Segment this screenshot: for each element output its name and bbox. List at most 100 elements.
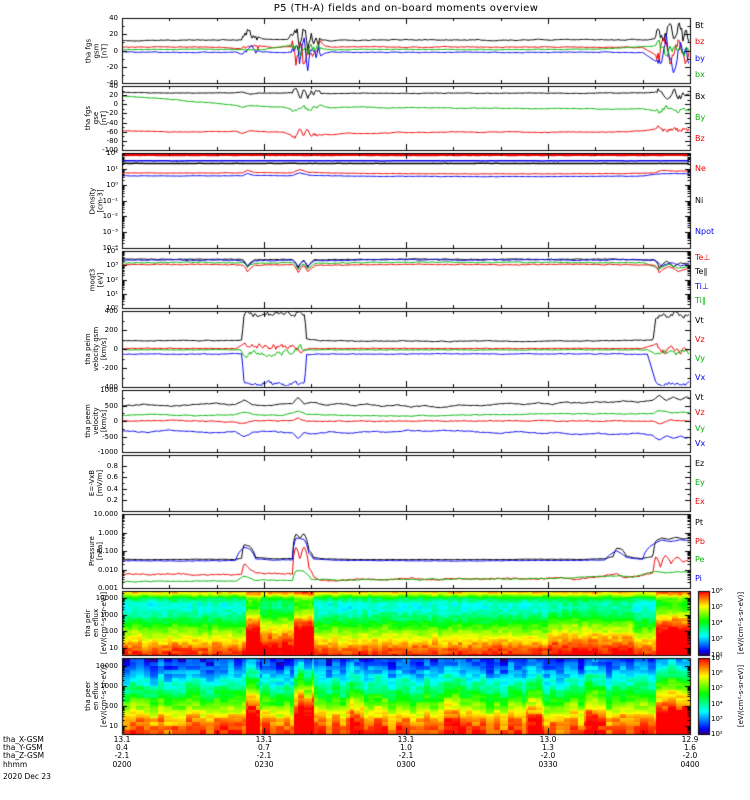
ytick-label: 0 <box>113 417 118 425</box>
colorbar-tick-label: 10⁵ <box>711 684 723 693</box>
colorbar-tick-label: 10⁶ <box>711 669 723 678</box>
colorbar-title: [eV/(cm²-s-sr-eV)] <box>737 664 745 728</box>
legend-label: bz <box>695 37 705 47</box>
ytick-label: 100 <box>104 627 118 636</box>
colorbar-tick-label: 10⁶ <box>711 587 723 595</box>
time-tick-label: 0400 <box>680 760 700 769</box>
legend-label: Bx <box>695 91 706 101</box>
ytick-label: 20 <box>109 91 118 100</box>
ytick-label: 10¹ <box>106 164 118 173</box>
panel-ylabel: E=-VxB [mV/m] <box>88 469 104 497</box>
position-value: -2.1 <box>256 751 272 760</box>
position-value: 13.1 <box>113 735 131 744</box>
panel-ylabel: Density [cm-3] <box>88 187 104 214</box>
ytick-label: -500 <box>102 432 118 441</box>
ytick-label: -20 <box>106 62 118 71</box>
time-tick-label: 0300 <box>396 760 416 769</box>
colorbar-tick-label: 10² <box>711 730 723 738</box>
ytick-label: 0.100 <box>97 547 118 555</box>
ytick-label: -60 <box>106 127 118 136</box>
time-tick-label: 0330 <box>538 760 558 769</box>
colorbar-tick-label: 10⁷ <box>711 654 723 662</box>
ytick-label: 0 <box>113 345 118 353</box>
ytick-label: 40 <box>109 82 118 90</box>
legend-label: Vt <box>695 315 704 325</box>
panel-ylabel: tha peem velocity [km/s] <box>84 404 108 438</box>
legend-label: Ti⊥ <box>695 281 709 291</box>
legend-label: Ex <box>695 496 705 506</box>
position-row-label: tha_Z-GSM <box>3 751 45 760</box>
colorbar-tick-label: 10⁴ <box>711 619 723 627</box>
ytick-label: 1000 <box>100 610 118 619</box>
ytick-label: 500 <box>104 401 118 410</box>
position-row-label: tha_Y-GSM <box>3 743 43 752</box>
ytick-label: 10¹ <box>106 289 118 298</box>
panel-ylabel: tha fgs gse [nT] <box>84 105 108 131</box>
legend-label: Ez <box>695 459 705 469</box>
ytick-label: 20 <box>109 30 118 39</box>
colorbar-tick-label: 10² <box>711 651 723 659</box>
ytick-label: 0.2 <box>106 495 118 504</box>
legend-label: Pt <box>695 518 703 528</box>
colorbar-tick-label: 10³ <box>711 714 723 723</box>
ytick-label: 10⁰ <box>106 304 118 312</box>
ytick-label: 10⁴ <box>106 247 118 255</box>
ytick-label: 1000 <box>100 386 118 394</box>
panel-ylabel: tha fgs gsm [nT] <box>84 38 108 63</box>
ytick-label: 10 <box>109 644 118 653</box>
colorbar-tick-label: 10⁴ <box>711 699 723 708</box>
ytick-label: 0.6 <box>106 473 118 482</box>
ytick-label: 400 <box>104 307 118 315</box>
position-value: -2.1 <box>398 751 414 760</box>
legend-label: Ey <box>695 478 705 487</box>
ytick-label: 0.001 <box>97 584 118 592</box>
ytick-label: 10² <box>106 149 118 157</box>
legend-label: Pi <box>695 573 702 583</box>
legend-label: Ne <box>695 163 706 173</box>
colorbar-title: [eV/(cm²-s-sr-eV)] <box>737 591 745 655</box>
ytick-label: 10000 <box>95 661 118 670</box>
legend-label: Bt <box>695 21 704 31</box>
legend-label: by <box>695 53 705 63</box>
ytick-label: -40 <box>106 79 118 87</box>
ytick-label: 40 <box>109 14 118 22</box>
legend-label: Ti∥ <box>695 295 706 305</box>
ytick-label: 10⁻⁴ <box>102 244 118 252</box>
colorbar-tick-label: 10⁵ <box>711 603 723 611</box>
panel-ylabel: tha peer en eflux [eV/(cm²-s-sr-eV)] <box>84 664 108 728</box>
panel-ylabel: tha peir en eflux [eV/(cm²-s-sr-eV)] <box>84 591 108 655</box>
time-tick-label: 0230 <box>254 760 274 769</box>
position-value: 0.4 <box>116 743 128 752</box>
position-row-label: tha_X-GSM <box>3 735 44 744</box>
position-value: 1.6 <box>684 743 696 752</box>
position-value: 12.9 <box>681 735 699 744</box>
legend-label: Bz <box>695 134 705 144</box>
panel-ylabel: moqt3 [eV] <box>88 268 104 291</box>
legend-label: Vt <box>695 392 704 402</box>
ytick-label: 1.000 <box>97 528 118 537</box>
legend-label: Vx <box>695 439 706 449</box>
legend-label: Vx <box>695 372 706 382</box>
colorbar-tick-label: 10³ <box>711 635 723 643</box>
ytick-label: 10⁻¹ <box>102 196 118 205</box>
ytick-label: -200 <box>102 364 118 372</box>
ytick-label: 0.4 <box>106 484 118 493</box>
legend-label: Vy <box>695 353 705 363</box>
date-label: 2020 Dec 23 <box>3 772 51 781</box>
legend-label: Pb <box>695 536 705 546</box>
legend-label: Vy <box>695 423 705 433</box>
ytick-label: 10³ <box>106 261 118 270</box>
legend-label: Pe <box>695 555 705 565</box>
ytick-label: 0.010 <box>97 565 118 574</box>
position-value: -2.0 <box>540 751 556 760</box>
ytick-label: -80 <box>106 136 118 145</box>
ytick-label: -100 <box>102 146 118 154</box>
legend-label: bx <box>695 69 705 79</box>
ytick-label: 10000 <box>95 593 118 602</box>
panel-ylabel: tha peim velocity gsm [km/s] <box>84 326 108 372</box>
legend-label: By <box>695 113 706 122</box>
position-value: -2.0 <box>682 751 698 760</box>
